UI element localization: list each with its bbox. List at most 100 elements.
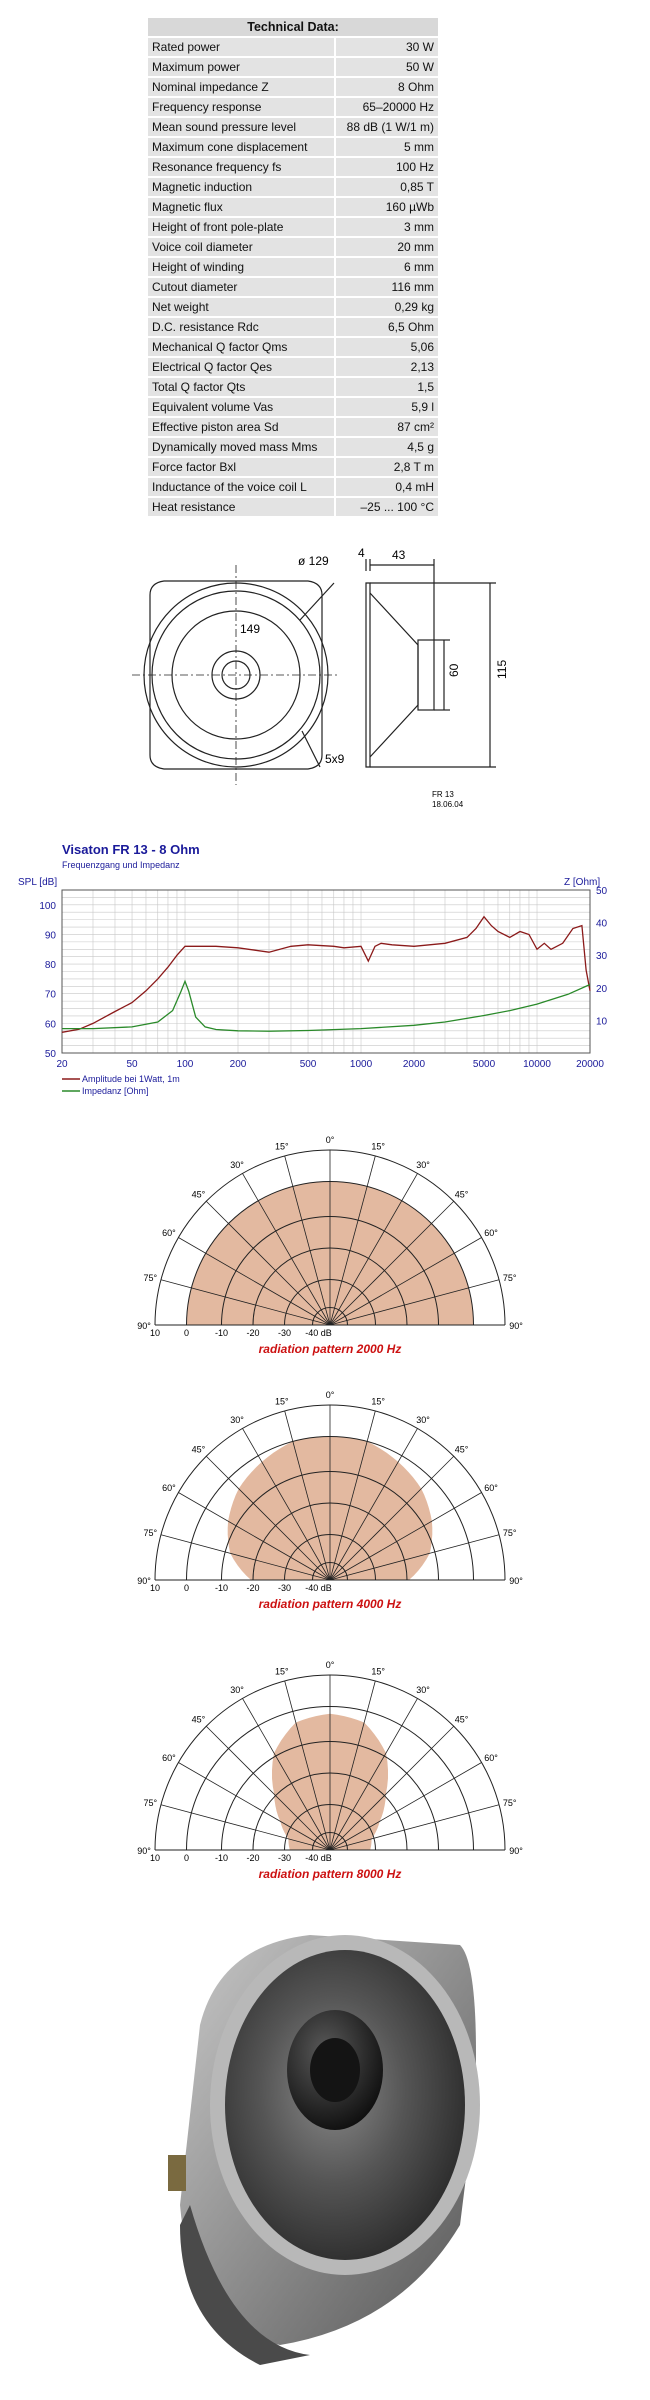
table-row: Cutout diameter 116 mm (148, 277, 438, 298)
x-tick-label: 10000 (523, 1059, 551, 1070)
spec-value: 50 W (333, 57, 438, 78)
angle-label: 60° (484, 1228, 498, 1238)
db-label: 10 (150, 1328, 160, 1338)
angle-label: 90° (137, 1846, 151, 1856)
spec-label: Resonance frequency fs (148, 157, 335, 178)
polar-spoke (160, 1279, 331, 1326)
y-tick-label: 90 (45, 930, 57, 941)
radiation-pattern-4000hz: 0°15° 15°30° 30°45° 45°60° 60°75° 75°90° 90°10… (137, 1390, 523, 1611)
spec-value: 8 Ohm (333, 77, 438, 98)
spec-label: Electrical Q factor Qes (148, 357, 335, 378)
polar-spoke (205, 1455, 331, 1581)
spec-label: Dynamically moved mass Mms (148, 437, 335, 458)
y-tick-label: 70 (45, 990, 57, 1001)
spec-label: Heat resistance (148, 497, 335, 518)
x-tick-label: 20 (56, 1059, 68, 1070)
polar-spoke (329, 1804, 500, 1851)
table-row: Magnetic induction 0,85 T (148, 177, 438, 198)
speaker-photo (168, 1935, 480, 2365)
table-title: Technical Data: (148, 18, 438, 38)
spec-label: Total Q factor Qts (148, 377, 335, 398)
spec-label: Height of winding (148, 257, 335, 278)
x-tick-label: 5000 (473, 1059, 496, 1070)
spec-label: Height of front pole-plate (148, 217, 335, 238)
series-line-0 (61, 915, 591, 1033)
table-row: Electrical Q factor Qes 2,13 (148, 357, 438, 378)
angle-label: 75° (144, 1798, 158, 1808)
polar-spoke (178, 1762, 331, 1851)
chart-subtitle: Frequenzgang und Impedanz (62, 860, 180, 870)
table-row: Mean sound pressure level 88 dB (1 W/1 m) (148, 117, 438, 138)
angle-label: 45° (192, 1714, 206, 1724)
table-row: Inductance of the voice coil L 0,4 mH (148, 477, 438, 498)
angle-label: 45° (455, 1444, 469, 1454)
db-label: -20 (246, 1328, 259, 1338)
y-tick-label: 100 (39, 901, 56, 912)
y2-tick-label: 20 (596, 984, 608, 995)
spec-value: 5,9 l (333, 397, 438, 418)
polar-spoke (329, 1279, 500, 1326)
spec-value: 3 mm (333, 217, 438, 238)
angle-label: 90° (509, 1846, 523, 1856)
polar-spoke (329, 1237, 482, 1326)
angle-label: 45° (455, 1189, 469, 1199)
db-label: -10 (215, 1583, 228, 1593)
angle-label: 45° (192, 1444, 206, 1454)
spec-value: 87 cm² (333, 417, 438, 438)
y-tick-label: 50 (45, 1049, 57, 1060)
table-row: Maximum cone displacement 5 mm (148, 137, 438, 158)
angle-label: 60° (484, 1753, 498, 1763)
x-tick-label: 200 (230, 1059, 247, 1070)
spec-value: 65–20000 Hz (333, 97, 438, 118)
x-tick-label: 100 (177, 1059, 194, 1070)
spec-label: Effective piston area Sd (148, 417, 335, 438)
spec-value: 6 mm (333, 257, 438, 278)
db-label: 0 (184, 1853, 189, 1863)
dim-height-label: 115 (495, 660, 509, 679)
angle-label: 60° (162, 1483, 176, 1493)
polar-spoke (242, 1428, 331, 1581)
angle-label: 90° (509, 1321, 523, 1331)
spec-label: Force factor Bxl (148, 457, 335, 478)
db-label: -30 (278, 1328, 291, 1338)
spec-label: Cutout diameter (148, 277, 335, 298)
spec-value: 4,5 g (333, 437, 438, 458)
db-label: -20 (246, 1853, 259, 1863)
angle-label: 15° (371, 1396, 385, 1406)
polar-spoke (329, 1200, 455, 1326)
spec-label: Net weight (148, 297, 335, 318)
series-line-1 (62, 979, 591, 1032)
polar-spoke (329, 1455, 455, 1581)
spec-label: Maximum power (148, 57, 335, 78)
spec-value: 100 Hz (333, 157, 438, 178)
angle-label: 15° (275, 1396, 289, 1406)
y2-tick-label: 30 (596, 951, 608, 962)
model-code: FR 13 (432, 790, 454, 799)
x-tick-label: 500 (300, 1059, 317, 1070)
db-label: -40 dB (305, 1853, 332, 1863)
spec-label: Maximum cone displacement (148, 137, 335, 158)
table-row: Force factor Bxl 2,8 T m (148, 457, 438, 478)
polar-spoke (178, 1492, 331, 1581)
spec-value: 2,8 T m (333, 457, 438, 478)
spec-value: 5,06 (333, 337, 438, 358)
spec-value: 116 mm (333, 277, 438, 298)
angle-label: 90° (137, 1576, 151, 1586)
spec-label: Equivalent volume Vas (148, 397, 335, 418)
polar-spoke (329, 1173, 418, 1326)
polar-spoke (242, 1698, 331, 1851)
angle-label: 75° (503, 1798, 517, 1808)
radiation-pattern-2000hz: 0°15° 15°30° 30°45° 45°60° 60°75° 75°90° 90°10… (137, 1135, 523, 1356)
angle-label: 75° (144, 1273, 158, 1283)
y-tick-label: 60 (45, 1019, 57, 1030)
polar-spoke (242, 1173, 331, 1326)
angle-label: 75° (503, 1273, 517, 1283)
spec-value: 0,85 T (333, 177, 438, 198)
db-label: 10 (150, 1853, 160, 1863)
db-label: -10 (215, 1328, 228, 1338)
polar-spoke (178, 1237, 331, 1326)
polar-spoke (284, 1680, 331, 1851)
angle-label: 75° (144, 1528, 158, 1538)
dim-inner-label: 149 (240, 622, 260, 636)
db-label: 0 (184, 1583, 189, 1593)
